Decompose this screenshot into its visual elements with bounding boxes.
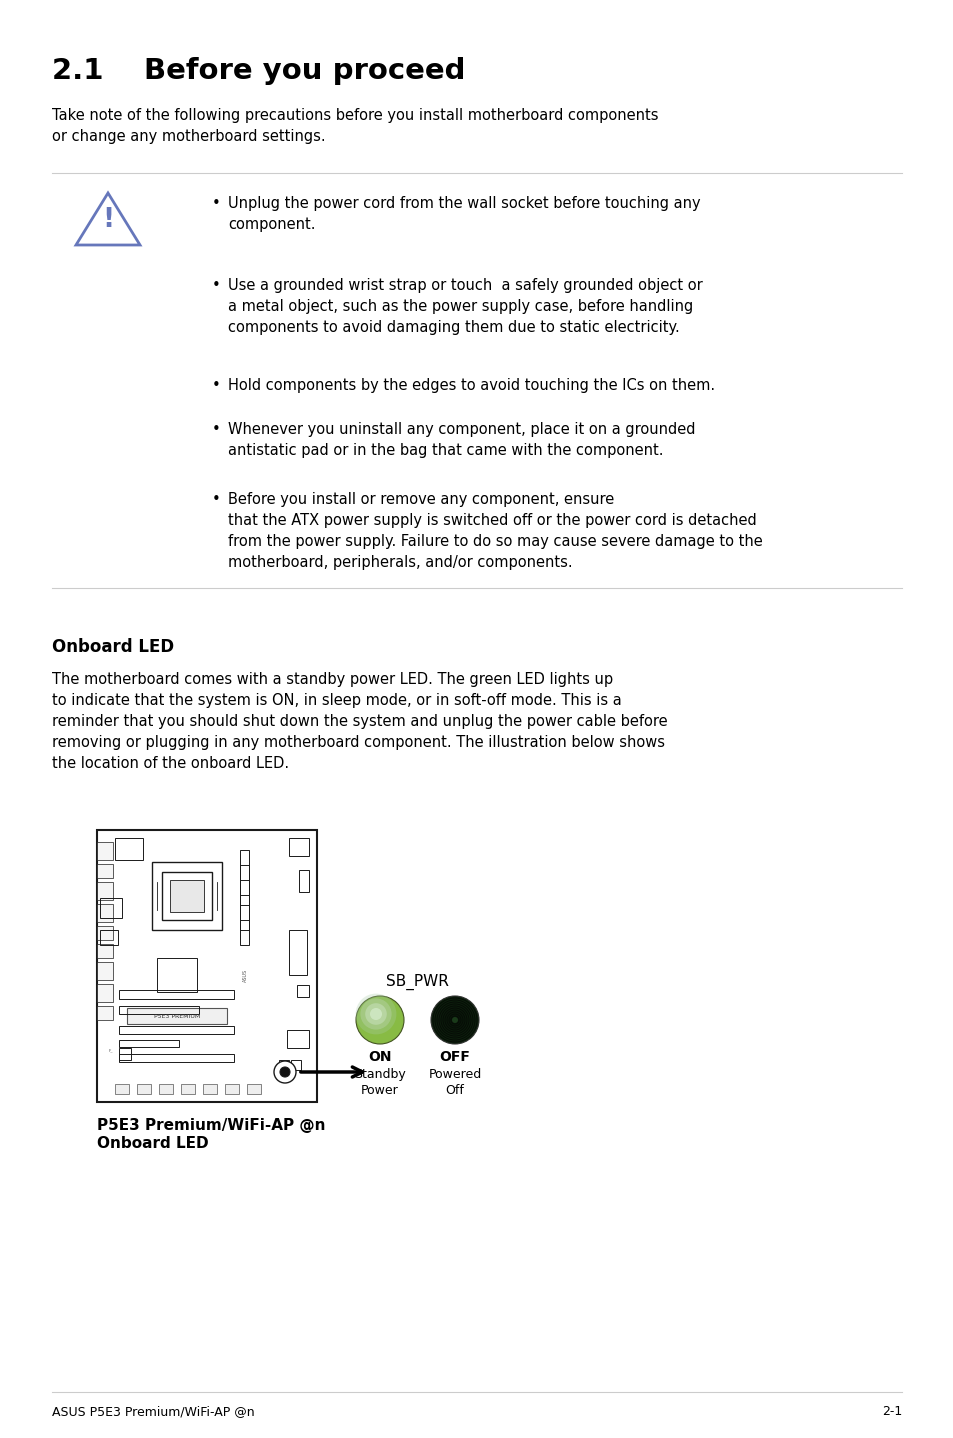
Circle shape [370, 1008, 381, 1020]
Bar [240, 894, 249, 945]
Bar [162, 871, 212, 920]
Text: Before you install or remove any component, ensure
that the ATX power supply is : Before you install or remove any compone… [228, 492, 762, 569]
Bar [287, 1030, 309, 1048]
Bar [278, 1060, 289, 1070]
Bar [289, 930, 307, 975]
Bar [152, 861, 222, 930]
Bar [291, 1060, 301, 1070]
Bar [119, 1048, 131, 1060]
Circle shape [431, 997, 478, 1044]
Bar [289, 838, 309, 856]
Bar [97, 943, 112, 958]
Bar [97, 1007, 112, 1020]
Bar [119, 1054, 233, 1063]
Text: •: • [212, 421, 220, 437]
Bar [296, 985, 309, 997]
Bar [240, 850, 249, 905]
Text: ASUS: ASUS [242, 968, 247, 982]
Bar [157, 958, 196, 992]
Text: F_: F_ [109, 1048, 113, 1053]
Bar [115, 1084, 129, 1094]
Bar [97, 843, 112, 860]
Bar [97, 830, 316, 1102]
Bar [97, 984, 112, 1002]
Bar [225, 1084, 239, 1094]
Text: SB_PWR: SB_PWR [386, 974, 449, 991]
Bar [97, 881, 112, 900]
Text: OFF: OFF [439, 1050, 470, 1064]
Text: Standby
Power: Standby Power [354, 1068, 405, 1097]
Bar [97, 926, 112, 940]
Text: •: • [212, 278, 220, 293]
Bar [97, 864, 112, 879]
Text: Onboard LED: Onboard LED [97, 1136, 209, 1150]
Text: P5E3 PREMIUM: P5E3 PREMIUM [153, 1014, 200, 1018]
Bar [170, 880, 204, 912]
Text: 2-1: 2-1 [881, 1405, 901, 1418]
Text: The motherboard comes with a standby power LED. The green LED lights up
to indic: The motherboard comes with a standby pow… [52, 672, 667, 771]
Text: Take note of the following precautions before you install motherboard components: Take note of the following precautions b… [52, 108, 658, 144]
Bar [119, 1007, 199, 1014]
Circle shape [274, 1061, 295, 1083]
Text: 2.1    Before you proceed: 2.1 Before you proceed [52, 58, 465, 85]
Circle shape [452, 1017, 457, 1022]
Circle shape [365, 1004, 386, 1025]
Bar [97, 962, 112, 981]
Text: •: • [212, 492, 220, 508]
Bar [247, 1084, 261, 1094]
Bar [119, 1025, 233, 1034]
Bar [203, 1084, 216, 1094]
Text: Use a grounded wrist strap or touch  a safely grounded object or
a metal object,: Use a grounded wrist strap or touch a sa… [228, 278, 702, 335]
Text: Onboard LED: Onboard LED [52, 638, 174, 656]
Text: ASUS P5E3 Premium/WiFi-AP @n: ASUS P5E3 Premium/WiFi-AP @n [52, 1405, 254, 1418]
Bar [127, 1008, 227, 1024]
Bar [298, 870, 309, 892]
Bar [240, 880, 249, 930]
Bar [159, 1084, 172, 1094]
Text: Powered
Off: Powered Off [428, 1068, 481, 1097]
Text: •: • [212, 196, 220, 211]
Text: P5E3 Premium/WiFi-AP @n: P5E3 Premium/WiFi-AP @n [97, 1117, 325, 1133]
Text: ON: ON [368, 1050, 392, 1064]
Text: •: • [212, 378, 220, 393]
Circle shape [355, 994, 396, 1034]
Circle shape [355, 997, 403, 1044]
Bar [119, 989, 233, 999]
Bar [137, 1084, 151, 1094]
Text: Hold components by the edges to avoid touching the ICs on them.: Hold components by the edges to avoid to… [228, 378, 715, 393]
Bar [97, 905, 112, 922]
Bar [181, 1084, 194, 1094]
Circle shape [280, 1067, 290, 1077]
Bar [115, 838, 143, 860]
Text: Whenever you uninstall any component, place it on a grounded
antistatic pad or i: Whenever you uninstall any component, pl… [228, 421, 695, 457]
Text: !: ! [102, 207, 114, 233]
Bar [119, 1040, 179, 1047]
Bar [100, 897, 122, 917]
Bar [100, 930, 118, 945]
Text: Unplug the power cord from the wall socket before touching any
component.: Unplug the power cord from the wall sock… [228, 196, 700, 232]
Circle shape [360, 998, 391, 1030]
Bar [240, 866, 249, 920]
